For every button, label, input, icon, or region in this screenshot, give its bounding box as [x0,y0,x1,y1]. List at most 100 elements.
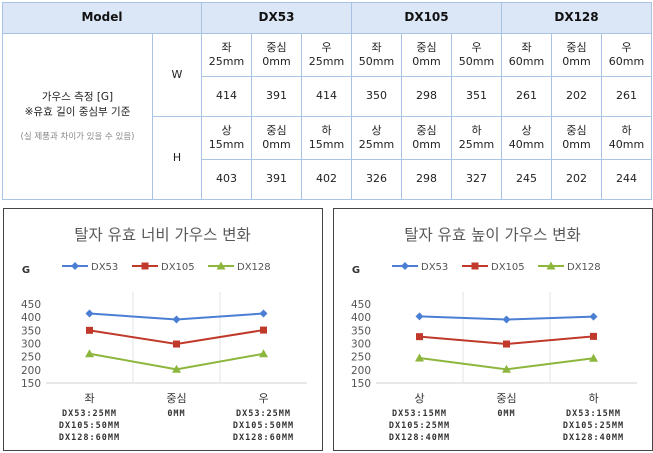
position-cell: 좌 60mm [501,33,552,77]
position-side: 좌 [221,40,232,54]
position-side: 상 [371,123,382,137]
header-dx105: DX105 [351,2,502,34]
position-side: 중심 [416,123,437,137]
data-point-dx105 [503,340,510,348]
position-distance: 25mm [358,138,395,151]
data-point-dx105 [86,326,93,334]
table-row-position-h: H 상 15mm 중심 0mm 하 15mm 상 25mm 중심 0mm 하 25mm 상 40mm 중심 0m… [3,116,652,200]
gauss-spec-table: Model DX53 DX105 DX128 가우스 측정 [G] ※유효 길이 … [2,2,652,200]
position-side: 좌 [521,40,532,54]
position-distance: 60mm [508,55,545,68]
y-tick-label: 200 [351,365,371,377]
legend-label: DX105 [491,262,525,273]
position-distance: 0mm [412,138,441,151]
header-model: Model [2,2,202,34]
position-cell: 우 60mm [601,33,652,77]
position-cell: 하 25mm [451,116,502,160]
legend-marker [141,262,149,270]
gauss-value-cell: 298 [401,159,452,200]
data-point-dx53 [172,315,181,324]
gauss-value-cell: 202 [551,76,602,117]
x-category-sublabel: DX105:50MM [59,421,120,431]
position-cell: 우 50mm [451,33,502,77]
position-distance: 0mm [262,138,291,151]
header-dx53: DX53 [201,2,352,34]
position-cell: 우 25mm [301,33,352,77]
x-category-sublabel: DX53:15MM [566,409,621,419]
x-category-label: 하 [588,391,598,405]
position-side: 좌 [371,40,382,54]
position-cell: 하 15mm [301,116,352,160]
position-cell: 중심 0mm [401,33,452,77]
table-row-values-h: 403 391 402 326 298 327 245 202 244 [3,159,652,200]
y-tick-label: 350 [21,325,41,337]
measure-note: (실 제품과 차이가 있을 수 있음) [20,132,135,143]
header-dx128: DX128 [501,2,652,34]
height-chart-svg: 탈자 유효 높이 가우스 변화G DX53 DX105 DX1281502002503… [351,226,637,443]
legend-item-dx53: DX53 [392,262,448,273]
x-category-label: 중심 [496,392,516,405]
chart-title: 탈자 유효 너비 가우스 변화 [74,226,251,244]
x-category-sublabel: DX105:50MM [233,421,294,431]
position-distance: 40mm [508,138,545,151]
data-point-dx53 [85,309,94,318]
position-distance: 15mm [308,138,345,151]
position-side: 중심 [566,123,587,137]
width-chart-svg: 탈자 유효 너비 가우스 변화G DX53 DX105 DX1281502002503… [21,226,307,443]
y-tick-label: 250 [21,352,41,364]
position-distance: 0mm [562,138,591,151]
position-cell: 좌 25mm [201,33,252,77]
legend-marker [216,261,226,270]
legend-item-dx105: DX105 [462,262,525,273]
data-point-dx53 [502,315,511,324]
legend-item-dx53: DX53 [62,262,118,273]
x-category-sublabel: DX53:15MM [392,409,447,419]
x-category-sublabel: DX128:40MM [389,433,450,443]
x-category-sublabel: DX53:25MM [236,409,291,419]
position-side: 하 [321,123,332,137]
gauss-value-cell: 326 [351,159,402,200]
position-cell: 상 25mm [351,116,402,160]
width-gauss-chart: 탈자 유효 너비 가우스 변화 G DX53 DX105 DX128 150 200 250 3… [3,208,323,451]
position-cell: 중심 0mm [251,33,302,77]
position-side: 상 [221,123,232,137]
position-distance: 25mm [458,138,495,151]
legend-marker [401,262,409,270]
data-point-dx128 [502,364,511,373]
gauss-value-cell: 391 [251,76,302,117]
data-point-dx128 [589,353,598,362]
position-distance: 50mm [458,55,495,68]
x-category-label: 좌 [84,392,94,405]
position-cell: 하 40mm [601,116,652,160]
legend-item-dx105: DX105 [132,262,195,273]
y-axis-label: G [22,265,30,276]
position-cell: 중심 0mm [551,33,602,77]
y-tick-label: 200 [21,365,41,377]
gauss-value-cell: 244 [601,159,652,200]
gauss-value-cell: 403 [201,159,252,200]
data-point-dx53 [415,312,424,321]
gauss-value-cell: 391 [251,159,302,200]
position-cell: 상 40mm [501,116,552,160]
position-distance: 0mm [562,55,591,68]
gauss-value-cell: 261 [601,76,652,117]
data-point-dx53 [589,312,598,321]
y-tick-label: 350 [351,325,371,337]
position-distance: 25mm [208,55,245,68]
position-side: 중심 [266,40,287,54]
x-category-sublabel: DX128:60MM [59,433,120,443]
data-point-dx105 [590,332,597,340]
y-tick-label: 450 [21,299,41,311]
axis-label-h: H [152,116,202,200]
gauss-value-cell: 350 [351,76,402,117]
legend-label: DX128 [237,262,271,273]
gauss-value-cell: 402 [301,159,352,200]
legend-label: DX53 [421,262,448,273]
legend-label: DX105 [161,262,195,273]
position-distance: 25mm [308,55,345,68]
legend-marker [471,262,479,270]
y-tick-label: 300 [351,339,371,351]
x-category-sublabel: DX105:25MM [563,421,624,431]
gauss-value-cell: 327 [451,159,502,200]
data-point-dx128 [415,353,424,362]
